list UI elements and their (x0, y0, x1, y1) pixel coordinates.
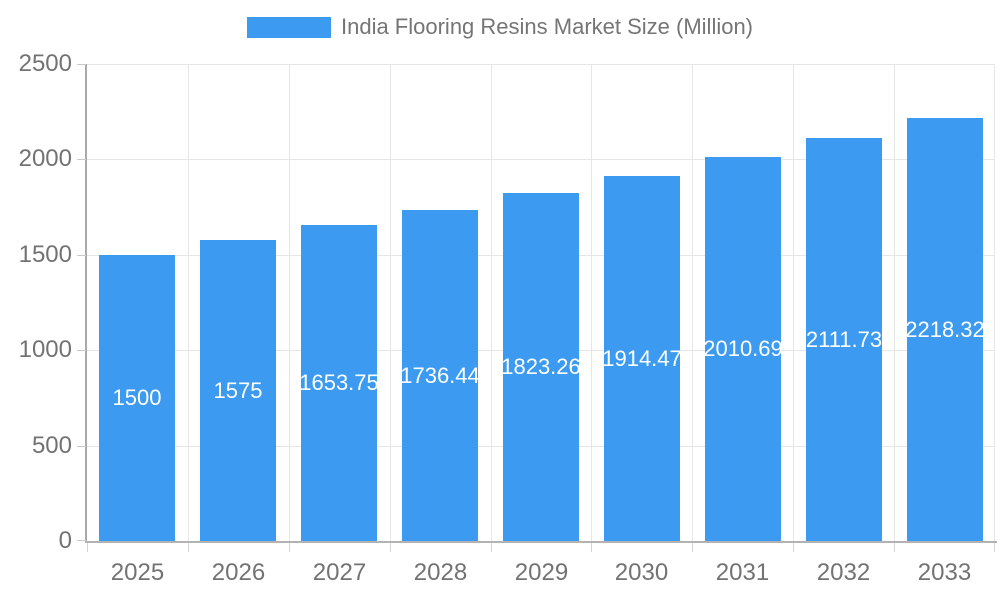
bar-value-label: 1914.47 (604, 345, 680, 371)
x-axis-tick (894, 543, 895, 552)
v-gridline (491, 64, 492, 541)
y-axis-tick (77, 446, 86, 447)
bar-value-label: 1653.75 (301, 370, 377, 395)
v-gridline (591, 64, 592, 541)
x-axis-tick (793, 543, 794, 552)
y-axis-tick-label: 0 (58, 527, 72, 554)
y-axis-line (85, 64, 87, 543)
bar[interactable]: 1500 (99, 255, 175, 541)
y-axis-tick-label: 2500 (18, 50, 72, 77)
x-axis-tick (188, 543, 189, 552)
legend-title-label: India Flooring Resins Market Size (Milli… (340, 14, 754, 39)
v-gridline (289, 64, 290, 541)
y-axis-tick (77, 255, 86, 256)
y-axis-tick-label: 500 (31, 432, 72, 459)
legend-swatch (246, 16, 331, 38)
x-axis-tick-label: 2027 (312, 559, 367, 586)
y-axis-tick (77, 350, 86, 351)
y-axis-tick (77, 64, 86, 65)
bar-value-label: 2218.32 (907, 316, 983, 342)
plot-area: 1500 1575 1653.75 1736.44 1823.26 1914.47 2010… (87, 64, 995, 541)
x-axis-tick (692, 543, 693, 552)
x-axis-tick (390, 543, 391, 552)
x-axis-line (85, 541, 997, 543)
bar-value-label: 1823.26 (503, 354, 579, 379)
v-gridline (188, 64, 189, 541)
bar-value-label: 1575 (213, 377, 263, 403)
bar[interactable]: 2218.32 (907, 118, 983, 541)
v-gridline (894, 64, 895, 541)
x-axis-tick-label: 2026 (211, 559, 266, 586)
legend[interactable]: India Flooring Resins Market Size (Milli… (0, 14, 1000, 40)
bar-value-label: 1736.44 (402, 362, 478, 388)
bar[interactable]: 1736.44 (402, 210, 478, 541)
x-axis-tick-label: 2030 (614, 559, 669, 586)
v-gridline (390, 64, 391, 541)
x-axis-tick-label: 2033 (917, 559, 972, 586)
bar[interactable]: 1914.47 (604, 176, 680, 541)
x-axis-tick (289, 543, 290, 552)
y-axis-tick (77, 159, 86, 160)
h-gridline (87, 64, 995, 65)
y-axis-tick-label: 1500 (18, 241, 72, 268)
y-axis-tick-label: 1000 (18, 336, 72, 363)
x-axis-tick (591, 543, 592, 552)
x-axis-tick (994, 543, 995, 552)
bar[interactable]: 2111.73 (806, 138, 882, 541)
y-axis-tick (77, 540, 86, 541)
x-axis-tick-label: 2029 (514, 559, 569, 586)
v-gridline (994, 64, 995, 541)
x-axis-tick (491, 543, 492, 552)
bar[interactable]: 2010.69 (705, 157, 781, 541)
h-gridline (87, 159, 995, 160)
bar[interactable]: 1823.26 (503, 193, 579, 541)
x-axis-tick-label: 2032 (816, 559, 871, 586)
bar[interactable]: 1653.75 (301, 225, 377, 541)
x-axis-tick-label: 2028 (413, 559, 468, 586)
bar-value-label: 2010.69 (705, 336, 781, 361)
bar-value-label: 2111.73 (806, 326, 882, 352)
v-gridline (793, 64, 794, 541)
x-axis-tick-label: 2031 (715, 559, 770, 586)
x-axis-tick-label: 2025 (110, 559, 165, 586)
bar-value-label: 1500 (112, 385, 162, 410)
v-gridline (692, 64, 693, 541)
x-axis-tick (87, 543, 88, 552)
y-axis-tick-label: 2000 (18, 145, 72, 172)
bar[interactable]: 1575 (200, 240, 276, 541)
